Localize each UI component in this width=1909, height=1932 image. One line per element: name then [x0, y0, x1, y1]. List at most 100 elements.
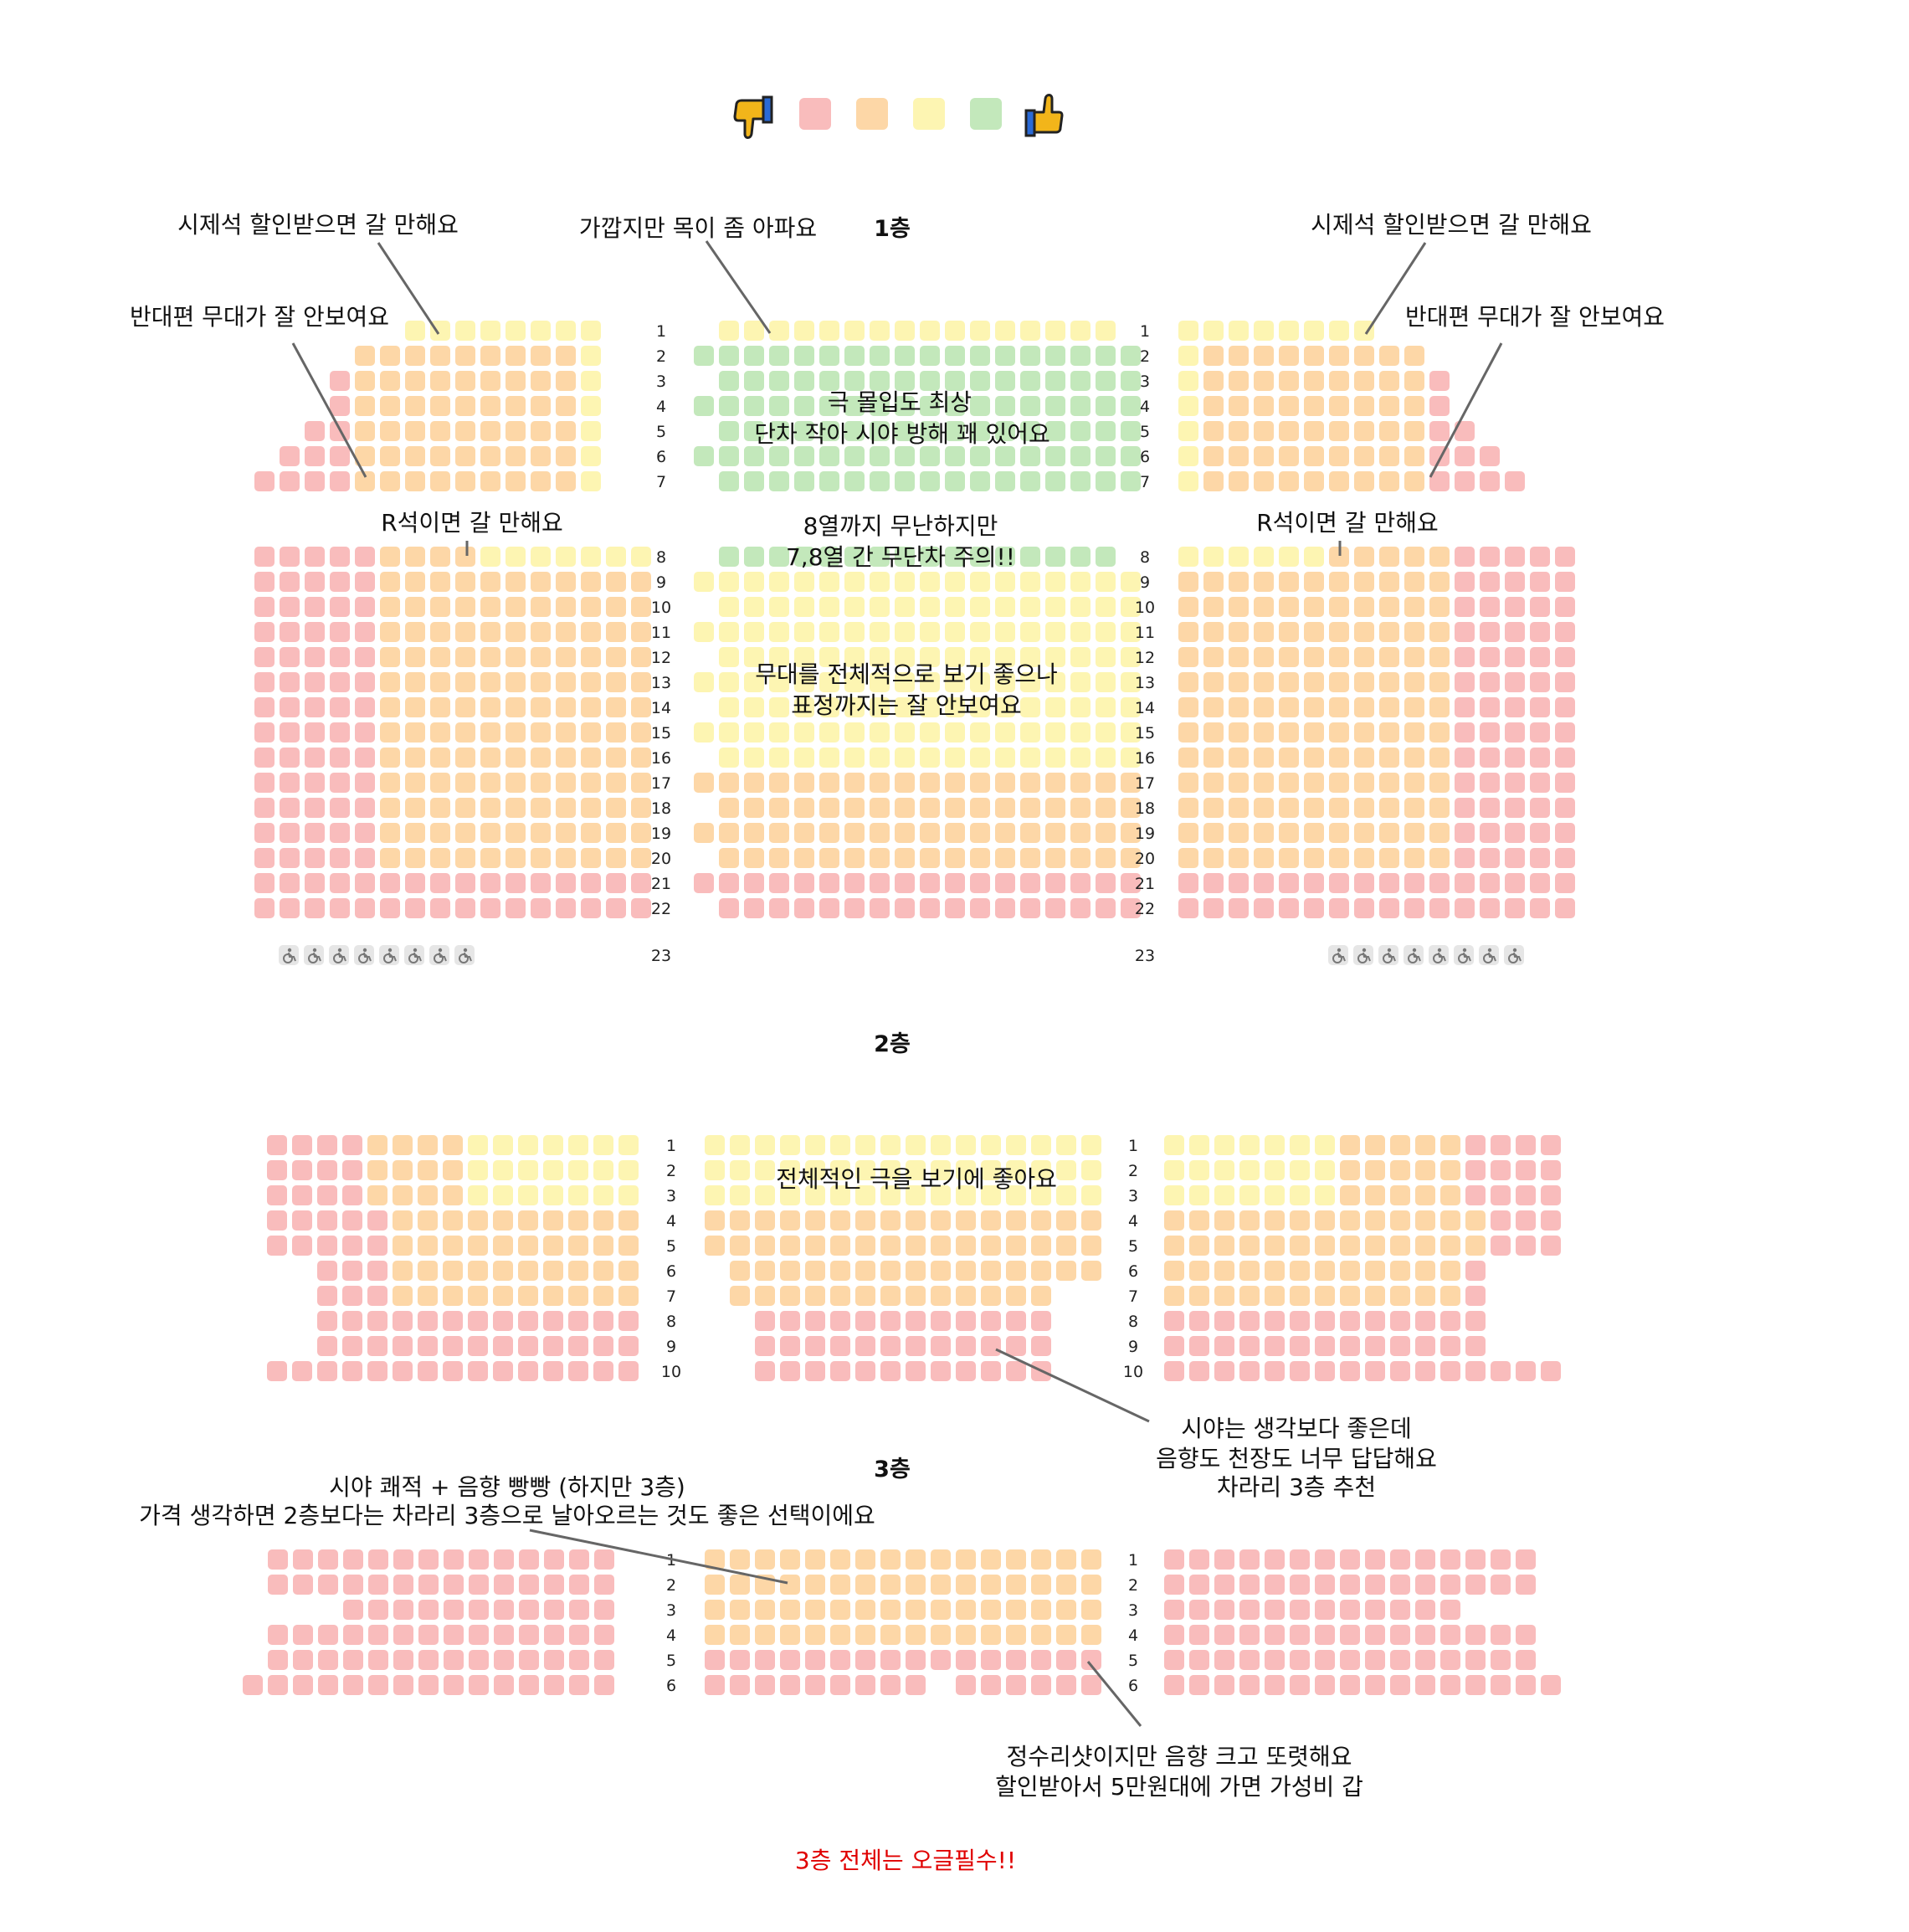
seat: [1480, 597, 1500, 617]
seat: [870, 697, 890, 717]
row-number: 13: [651, 674, 671, 692]
seat: [1390, 1286, 1410, 1306]
seat: [280, 873, 300, 893]
seat: [895, 748, 915, 768]
seat: [1340, 1135, 1360, 1155]
seat: [1020, 321, 1040, 341]
seat: [1203, 873, 1224, 893]
seat: [1290, 1261, 1310, 1281]
seat: [970, 371, 990, 391]
seat: [1304, 446, 1324, 466]
seat: [455, 346, 475, 366]
seat: [870, 647, 890, 667]
seat: [906, 1361, 926, 1381]
seat: [1045, 446, 1065, 466]
seat: [531, 773, 551, 793]
seat: [1239, 1549, 1260, 1570]
seat: [280, 446, 300, 466]
seat: [1056, 1600, 1076, 1620]
seat: [819, 471, 839, 491]
seat: [1304, 321, 1324, 341]
seat: [1365, 1160, 1385, 1180]
seat: [1329, 798, 1349, 818]
seat: [1329, 371, 1349, 391]
seat: [505, 547, 526, 567]
seat: [1081, 1236, 1101, 1256]
seat: [1189, 1311, 1209, 1331]
seat: [1429, 396, 1450, 416]
seat: [981, 1575, 1001, 1595]
seat: [380, 748, 400, 768]
seat: [1329, 697, 1349, 717]
seat: [1415, 1675, 1435, 1695]
seat: [970, 898, 990, 918]
seat: [870, 622, 890, 642]
seat: [1516, 1361, 1536, 1381]
seat: [1164, 1311, 1184, 1331]
seat: [1541, 1361, 1561, 1381]
seat: [1530, 697, 1550, 717]
seat: [1121, 748, 1141, 768]
seat: [1279, 572, 1299, 592]
seat: [780, 1675, 800, 1695]
seat: [844, 421, 865, 441]
seat: [480, 471, 500, 491]
seat: [830, 1286, 850, 1306]
seat: [1070, 547, 1090, 567]
seat: [1315, 1185, 1335, 1205]
seat: [895, 848, 915, 868]
seat: [1070, 446, 1090, 466]
seat: [819, 597, 839, 617]
seat: [1020, 873, 1040, 893]
seat: [254, 748, 275, 768]
seat: [330, 446, 350, 466]
row-number: 19: [1135, 825, 1155, 843]
seat: [455, 672, 475, 692]
seat: [819, 848, 839, 868]
seat: [343, 1549, 363, 1570]
seat: [430, 898, 450, 918]
seat: [1354, 848, 1374, 868]
seat: [544, 1600, 564, 1620]
seat: [581, 446, 601, 466]
seat: [455, 396, 475, 416]
seat: [1304, 672, 1324, 692]
seat: [1379, 396, 1399, 416]
seat: [870, 396, 890, 416]
seat: [468, 1336, 488, 1356]
seat: [342, 1361, 362, 1381]
seat: [355, 848, 375, 868]
seat: [1006, 1135, 1026, 1155]
legend-swatch-poor: [856, 98, 888, 130]
seat: [1315, 1575, 1335, 1595]
seat: [556, 396, 576, 416]
seat: [1505, 647, 1525, 667]
seat: [1006, 1600, 1026, 1620]
seat: [1203, 722, 1224, 742]
seat: [844, 321, 865, 341]
seat: [730, 1135, 750, 1155]
seat: [1203, 622, 1224, 642]
seat: [1214, 1549, 1234, 1570]
seat: [719, 823, 739, 843]
seat: [1455, 597, 1475, 617]
seat: [380, 873, 400, 893]
seat: [1229, 823, 1249, 843]
seat: [1404, 898, 1424, 918]
seat: [1045, 421, 1065, 441]
seat: [794, 622, 814, 642]
seat: [1530, 597, 1550, 617]
seat: [1465, 1311, 1486, 1331]
seat: [1081, 1675, 1101, 1695]
seat: [819, 396, 839, 416]
seat: [1315, 1210, 1335, 1231]
seat: [455, 421, 475, 441]
seat: [730, 1575, 750, 1595]
seat: [1265, 1650, 1285, 1670]
seat: [1189, 1261, 1209, 1281]
seat: [556, 722, 576, 742]
seat: [405, 722, 425, 742]
seat: [318, 1650, 338, 1670]
seat: [355, 647, 375, 667]
seat: [480, 346, 500, 366]
